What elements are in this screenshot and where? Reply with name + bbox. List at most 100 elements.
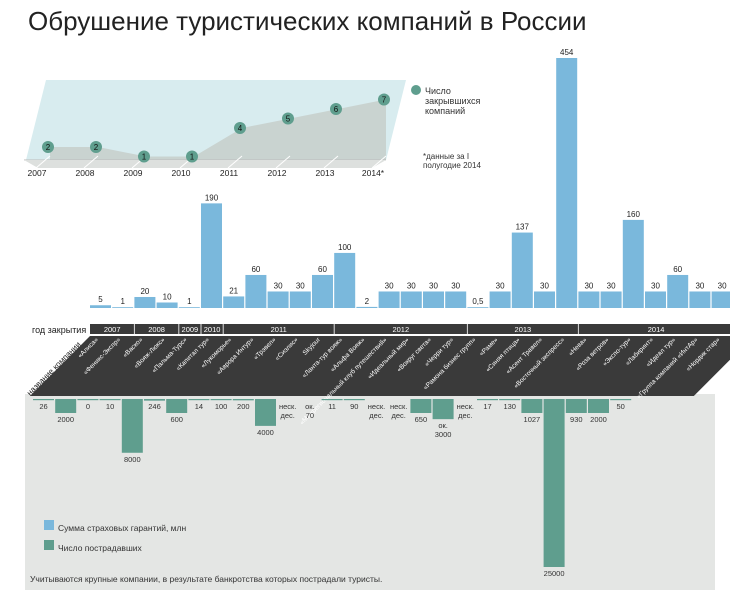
closures-value-label: 4: [238, 124, 243, 133]
victim-value-label: 10: [106, 402, 114, 411]
guarantee-bar: [489, 291, 511, 308]
legend-count-swatch: [411, 85, 421, 95]
year-row: 2007 2008 2009 2010 2011 2012 2013 2014: [90, 324, 730, 334]
guarantee-value-label: 60: [673, 265, 682, 274]
top-grid-line: [275, 155, 291, 169]
footnote: Учитываются крупные компании, в результа…: [30, 574, 383, 584]
guarantee-value-label: 1: [120, 297, 125, 306]
guarantee-bar: [645, 291, 666, 308]
victim-bar: [210, 399, 232, 401]
victim-bar: [343, 399, 365, 401]
victim-bar: [610, 399, 632, 401]
guarantee-bar: [201, 203, 222, 308]
top-x-tick-label: 2007: [28, 168, 47, 178]
closures-value-label: 1: [190, 153, 195, 162]
top-grid-line: [323, 155, 339, 169]
guarantee-value-label: 1: [187, 297, 192, 306]
victim-value-label: 25000: [544, 569, 565, 578]
victim-value-label: дес.: [281, 411, 295, 420]
victim-bar: [55, 399, 77, 413]
victim-value-label: 100: [215, 402, 228, 411]
victim-value-label: неск.: [457, 402, 474, 411]
guarantee-value-label: 10: [163, 292, 172, 301]
victim-bar: [166, 399, 188, 413]
victim-bar: [188, 399, 210, 401]
guarantee-value-label: 30: [695, 281, 704, 290]
guarantee-value-label: 21: [229, 286, 238, 295]
guarantee-value-label: 20: [140, 287, 149, 296]
guarantee-value-label: 30: [607, 281, 616, 290]
victim-value-label: 600: [170, 415, 183, 424]
victim-value-label: 26: [39, 402, 47, 411]
guarantee-value-label: 30: [296, 281, 305, 290]
victim-value-label: 2000: [57, 415, 74, 424]
guarantee-value-label: 30: [274, 281, 283, 290]
victim-value-label: ок.: [438, 421, 448, 430]
closures-point: [378, 93, 390, 106]
guarantee-value-label: 30: [584, 281, 593, 290]
top-x-tick-label: 2014*: [362, 168, 385, 178]
guarantee-bar: [378, 291, 400, 308]
guarantee-bar: [667, 274, 689, 308]
guarantee-bar: [312, 274, 333, 308]
legend-marks: [44, 520, 54, 550]
top-floor: [24, 160, 386, 168]
victim-value-label: 200: [237, 402, 250, 411]
legend-guarantee-label: Сумма страховых гарантий, млн: [58, 523, 187, 533]
closures-value-label: 7: [382, 96, 387, 105]
guarantee-value-label: 0,5: [472, 297, 484, 306]
guarantee-value-label: 60: [251, 265, 260, 274]
guarantee-value-label: 30: [718, 281, 727, 290]
guarantee-bar: [178, 307, 200, 308]
guarantee-value-label: 30: [496, 281, 505, 290]
guarantee-bar: [400, 291, 422, 308]
guarantee-value-label: 137: [516, 223, 530, 232]
legend-victims-label: Число пострадавших: [58, 543, 142, 553]
closures-value-label: 2: [94, 143, 99, 152]
guarantee-value-label: 454: [560, 48, 574, 57]
victim-value-label: 130: [503, 402, 516, 411]
guarantee-bar: [156, 302, 178, 308]
victim-value-label: дес.: [458, 411, 472, 420]
victim-bar: [232, 399, 254, 401]
victim-value-label: 17: [483, 402, 491, 411]
closures-value-label: 5: [286, 115, 291, 124]
victim-bar: [410, 399, 432, 413]
victim-value-label: 50: [617, 402, 625, 411]
victim-bar: [144, 399, 165, 401]
legend-count-label: Число закрывшихся компаний: [425, 86, 481, 116]
victim-value-label: 1027: [524, 415, 541, 424]
year-band: [90, 324, 730, 334]
first-half-note: *данные за I полугодие 2014: [423, 152, 481, 170]
victim-value-label: 0: [86, 402, 90, 411]
victim-bar: [565, 399, 587, 413]
victim-value-label: 2000: [590, 415, 607, 424]
year-group-label: 2007: [104, 325, 121, 334]
top-x-tick-label: 2011: [220, 168, 239, 178]
guarantee-value-label: 30: [429, 281, 438, 290]
year-group-label: 2009: [182, 325, 199, 334]
top-grid-line: [227, 155, 243, 169]
guarantee-bar: [556, 58, 578, 308]
guarantee-value-label: 30: [540, 281, 549, 290]
year-group-label: 2008: [148, 325, 165, 334]
guarantee-value-label: 30: [651, 281, 660, 290]
victim-bar: [499, 399, 521, 401]
closures-point: [234, 122, 246, 134]
victim-value-label: дес.: [392, 411, 406, 420]
victim-value-label: 930: [570, 415, 583, 424]
victim-bar: [588, 399, 609, 413]
guarantee-bar: [112, 307, 134, 308]
guarantee-bar: [289, 291, 311, 308]
closures-value-label: 2: [46, 143, 51, 152]
year-row-label: год закрытия: [32, 325, 87, 335]
guarantee-value-label: 60: [318, 265, 327, 274]
top-grid-line: [83, 155, 99, 169]
guarantee-bar: [578, 291, 600, 308]
closures-value-label: 6: [334, 105, 339, 114]
victim-bar: [33, 399, 54, 401]
legend-guarantee-swatch: [44, 520, 54, 530]
guarantee-bar: [423, 291, 444, 308]
